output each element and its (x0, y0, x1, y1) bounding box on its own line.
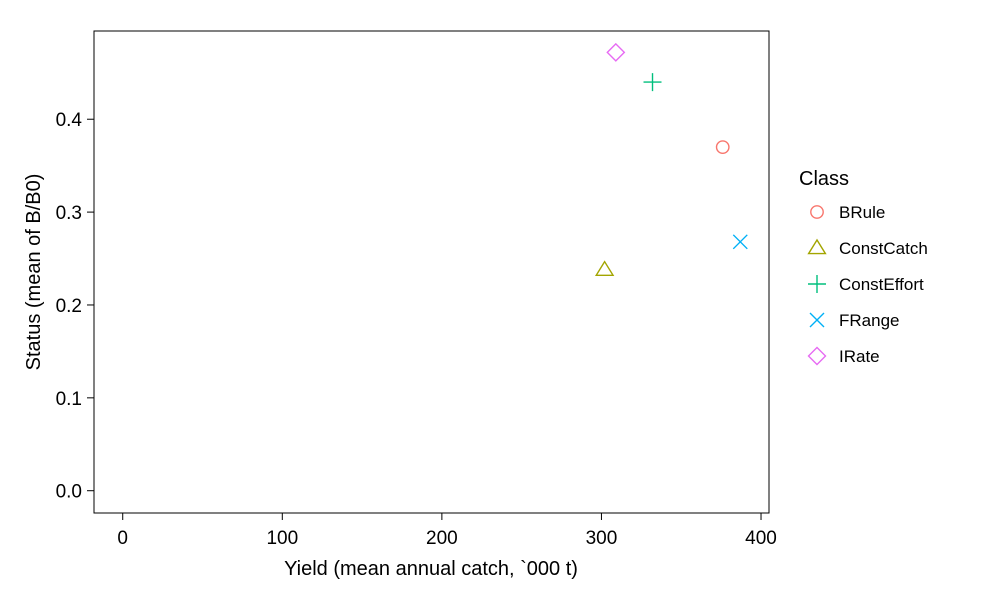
x-tick-label: 200 (426, 528, 458, 549)
y-tick-label: 0.4 (56, 110, 83, 131)
legend-label: BRule (839, 203, 885, 222)
legend-label: FRange (839, 311, 899, 330)
y-tick-label: 0.2 (56, 296, 82, 317)
legend-key-constcatch (809, 240, 826, 254)
plot-panel (94, 31, 769, 513)
legend-item-consteffort: ConstEffort (808, 275, 924, 294)
y-axis: 0.0 0.1 0.2 0.3 0.4 (56, 110, 94, 502)
legend-item-frange: FRange (810, 311, 899, 330)
legend-key-frange (810, 313, 824, 327)
legend-key-irate (809, 348, 826, 365)
legend-item-irate: IRate (809, 347, 880, 366)
x-tick-label: 400 (745, 528, 777, 549)
legend-key-brule (811, 206, 823, 218)
x-axis-title: Yield (mean annual catch, `000 t) (284, 558, 578, 580)
y-tick-label: 0.3 (56, 203, 82, 224)
legend-item-constcatch: ConstCatch (809, 239, 928, 258)
legend-label: IRate (839, 347, 880, 366)
legend-item-brule: BRule (811, 203, 886, 222)
y-tick-label: 0.0 (56, 482, 82, 503)
legend-title: Class (799, 168, 849, 190)
y-tick-label: 0.1 (56, 389, 82, 410)
y-axis-title: Status (mean of B/B0) (23, 174, 45, 371)
x-tick-label: 300 (586, 528, 618, 549)
legend-label: ConstEffort (839, 275, 924, 294)
legend: Class BRule ConstCatch ConstEffort FRange IR… (799, 168, 928, 366)
x-tick-label: 0 (117, 528, 128, 549)
x-axis: 0 100 200 300 400 (117, 513, 776, 549)
legend-label: ConstCatch (839, 239, 928, 258)
legend-key-consteffort (808, 275, 826, 293)
x-tick-label: 100 (266, 528, 298, 549)
